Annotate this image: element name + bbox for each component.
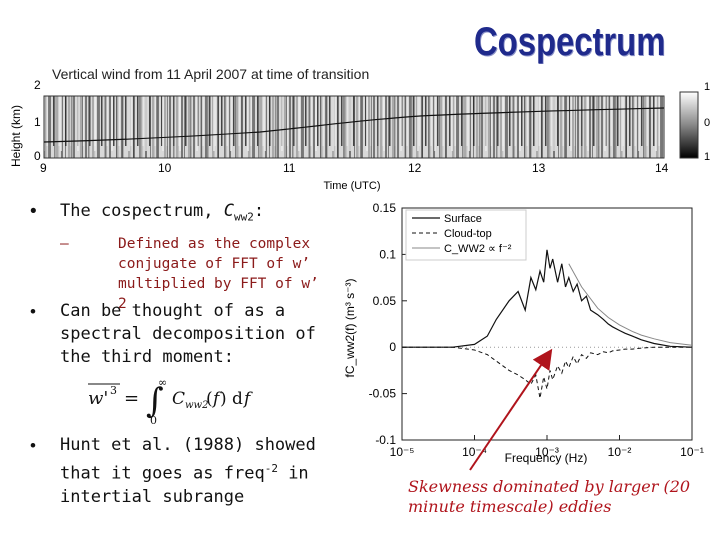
- slide-title: Cospectrum: [474, 20, 666, 64]
- y-tick-label: -0.05: [369, 387, 397, 401]
- x-tick-label: 10⁻⁴: [462, 445, 487, 459]
- y-tick-label: -0.1: [375, 433, 396, 447]
- cww2-symbol: C: [223, 201, 235, 221]
- top-xtick-13: 13: [532, 161, 546, 175]
- svg-text:) d: ) d: [220, 389, 243, 409]
- bullet-hunt: • Hunt et al. (1988) showed that it goes…: [30, 434, 360, 509]
- figure-caption: Vertical wind from 11 April 2007 at time…: [52, 66, 370, 82]
- bullet-marker: •: [30, 436, 36, 455]
- legend-label: Surface: [444, 213, 482, 225]
- svg-text:0: 0: [150, 414, 157, 427]
- svg-text:=: =: [124, 388, 139, 409]
- boundary-layer-line: [43, 107, 665, 143]
- sub-bullet-text: Defined as the complex conjugate of FFT …: [118, 236, 319, 313]
- y-tick-label: 0: [389, 340, 396, 354]
- legend-label: C_WW2 ∝ f⁻²: [444, 243, 512, 255]
- chart-series: [402, 249, 693, 399]
- top-ytick-0: 0: [34, 149, 41, 163]
- top-xtick-12: 12: [408, 161, 422, 175]
- chart-xlabel: Frequency (Hz): [505, 451, 588, 465]
- third-moment-equation: w' 3 = ∫ ∞ 0 C ww2 ( f ) d f: [88, 376, 253, 427]
- legend-label: Cloud-top: [444, 228, 492, 240]
- svg-text:3: 3: [110, 384, 117, 397]
- svg-text:C: C: [172, 389, 185, 409]
- bullet-marker: •: [30, 302, 36, 321]
- bullet-hunt-text: Hunt et al. (1988) showed that it goes a…: [60, 435, 316, 484]
- svg-text:w': w': [88, 388, 108, 409]
- colorbar-tick-mid: 0: [704, 117, 710, 129]
- top-xtick-10: 10: [158, 161, 172, 175]
- svg-text:f: f: [242, 389, 253, 409]
- bullet-list: • The cospectrum, Cww2: – Defined as the…: [30, 200, 360, 314]
- sub-bullet-marker: –: [60, 236, 69, 253]
- top-xtick-11: 11: [283, 161, 296, 175]
- top-ylabel: Height (km): [9, 105, 23, 167]
- chart-ylabel: fC_ww2(f) (m³ s⁻³): [343, 279, 357, 378]
- top-ytick-2: 2: [34, 78, 41, 92]
- bullet-cospectrum-text: The cospectrum,: [60, 201, 224, 221]
- top-ytick-1: 1: [34, 115, 41, 129]
- bullet-cospectrum: • The cospectrum, Cww2:: [30, 200, 360, 228]
- series-line-1: [402, 346, 692, 399]
- sub-bullet-definition: – Defined as the complex conjugate of FF…: [30, 234, 360, 314]
- y-tick-label: 0.05: [373, 294, 397, 308]
- svg-text:∞: ∞: [158, 376, 167, 389]
- annotation-text: Skewness dominated by larger (20 minute …: [408, 477, 691, 516]
- bullet-marker: •: [30, 201, 37, 222]
- svg-text:f: f: [211, 389, 222, 409]
- bullet-third-moment: • Can be thought of as a spectral decomp…: [30, 300, 360, 369]
- bullet-hunt-tail: in intertial subrange: [60, 463, 309, 507]
- svg-text:∫: ∫: [146, 381, 164, 421]
- colorbar-tick-top: 1: [704, 81, 710, 93]
- y-tick-label: 0.1: [379, 247, 396, 261]
- svg-text:(: (: [206, 389, 213, 409]
- top-xtick-14: 14: [655, 161, 669, 175]
- series-line-2: [568, 263, 693, 346]
- top-xlabel: Time (UTC): [323, 180, 380, 192]
- svg-text:ww2: ww2: [185, 400, 208, 411]
- cww2-subscript: ww2: [234, 210, 254, 224]
- x-tick-label: 10⁻⁵: [390, 445, 415, 459]
- y-tick-label: 0.15: [373, 201, 397, 215]
- lidar-image-texture: [44, 96, 664, 158]
- lidar-image-frame: [43, 95, 665, 159]
- x-tick-label: 10⁻²: [608, 445, 632, 459]
- colorbar: [679, 91, 699, 159]
- bullet-third-moment-text: Can be thought of as a spectral decompos…: [60, 301, 316, 367]
- top-xtick-9: 9: [40, 161, 47, 175]
- bullet-hunt-superscript: -2: [264, 462, 278, 475]
- x-tick-label: 10⁻¹: [680, 445, 704, 459]
- series-line-0: [402, 249, 693, 348]
- colorbar-tick-bottom: 1: [704, 151, 710, 163]
- chart-legend: Surface Cloud-top C_WW2 ∝ f⁻²: [405, 209, 527, 261]
- bullet-cospectrum-colon: :: [253, 201, 265, 221]
- time-height-plot: Height (km) 0 1 2 1 0 1 9 10 11 12 13 14…: [9, 78, 710, 192]
